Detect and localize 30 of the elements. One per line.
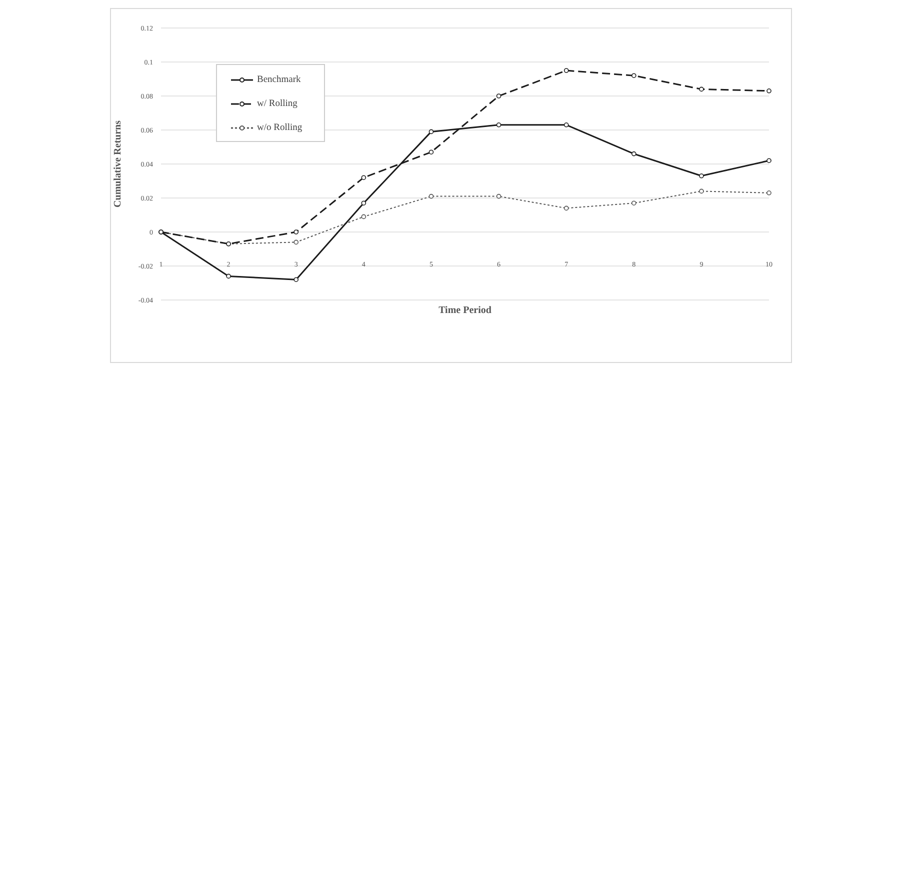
- point: [428, 194, 434, 199]
- point: [496, 194, 502, 199]
- point: [699, 188, 704, 194]
- point: [766, 190, 772, 196]
- point: [631, 151, 636, 156]
- point: [226, 274, 231, 279]
- point: [294, 230, 299, 234]
- point: [428, 129, 434, 134]
- legend-label: Benchmark: [257, 75, 301, 85]
- legend-label: w/o Rolling: [257, 123, 302, 133]
- point: [361, 214, 366, 220]
- point: [564, 68, 569, 73]
- point: [766, 158, 772, 163]
- point: [496, 94, 502, 98]
- point: [496, 122, 502, 128]
- point: [361, 200, 366, 206]
- x-axis-title: Time Period: [438, 305, 492, 316]
- point: [294, 277, 299, 282]
- point: [564, 122, 569, 128]
- point: [699, 86, 704, 92]
- point: [361, 175, 366, 180]
- point: [699, 174, 704, 178]
- point: [428, 150, 434, 154]
- y-axis-title: Cumulative Returns: [112, 120, 124, 208]
- point: [766, 88, 772, 94]
- legend-label: w/ Rolling: [257, 99, 298, 109]
- point: [564, 206, 569, 211]
- point: [631, 200, 636, 206]
- point: [631, 73, 636, 78]
- point: [294, 240, 299, 245]
